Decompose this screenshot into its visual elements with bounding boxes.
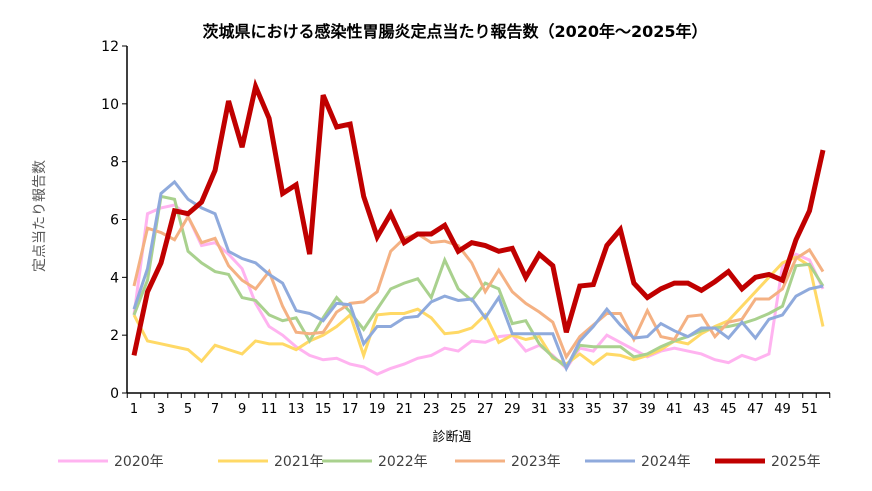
x-tick-label: 15 [315, 402, 332, 417]
x-tick-label: 45 [720, 402, 737, 417]
series-line-2023年 [132, 213, 825, 361]
x-tick-label: 1 [130, 402, 138, 417]
x-tick-label: 51 [801, 402, 818, 417]
x-tick-label: 3 [157, 402, 165, 417]
y-tick-label: 10 [101, 97, 119, 113]
legend-item: 2022年 [322, 454, 428, 470]
x-tick-label: 21 [396, 402, 413, 417]
series-line-2024年 [132, 179, 824, 373]
x-tick-label: 39 [639, 402, 656, 417]
x-tick-label: 31 [531, 402, 548, 417]
y-tick-label: 4 [110, 270, 119, 286]
y-tick-label: 0 [110, 386, 119, 402]
y-tick-label: 6 [110, 213, 119, 229]
x-tick-label: 17 [342, 402, 359, 417]
legend-label: 2023年 [511, 454, 561, 470]
x-tick-label: 25 [450, 402, 467, 417]
legend-label: 2022年 [378, 454, 428, 470]
legend-label: 2025年 [771, 454, 821, 470]
legend-label: 2021年 [274, 454, 324, 470]
legend-label: 2020年 [114, 454, 164, 470]
x-tick-label: 49 [774, 402, 791, 417]
legend-item: 2021年 [218, 454, 324, 470]
legend-item: 2024年 [585, 454, 691, 470]
x-tick-label: 33 [558, 402, 575, 417]
x-tick-label: 27 [477, 402, 494, 417]
y-tick-label: 8 [110, 155, 119, 171]
x-tick-label: 47 [747, 402, 764, 417]
legend-label: 2024年 [641, 454, 691, 470]
y-tick-label: 12 [101, 39, 119, 55]
chart-title: 茨城県における感染性胃腸炎定点当たり報告数（2020年～2025年） [202, 22, 707, 41]
x-axis-label: 診断週 [432, 429, 471, 445]
legend-item: 2023年 [455, 454, 561, 470]
x-tick-label: 5 [184, 402, 192, 417]
x-tick-label: 13 [288, 402, 305, 417]
x-tick-label: 11 [261, 402, 278, 417]
x-tick-label: 29 [504, 402, 521, 417]
x-tick-label: 23 [423, 402, 440, 417]
x-tick-label: 19 [369, 402, 386, 417]
x-tick-label: 35 [585, 402, 602, 417]
x-tick-label: 7 [211, 402, 219, 417]
x-tick-label: 43 [693, 402, 710, 417]
y-axis-label: 定点当たり報告数 [32, 160, 48, 272]
legend-item: 2025年 [715, 454, 821, 470]
x-tick-label: 9 [238, 402, 246, 417]
y-tick-label: 2 [110, 328, 119, 344]
legend-item: 2020年 [58, 454, 164, 470]
x-tick-label: 37 [612, 402, 629, 417]
x-tick-label: 41 [666, 402, 683, 417]
series-line-2025年 [131, 78, 826, 356]
